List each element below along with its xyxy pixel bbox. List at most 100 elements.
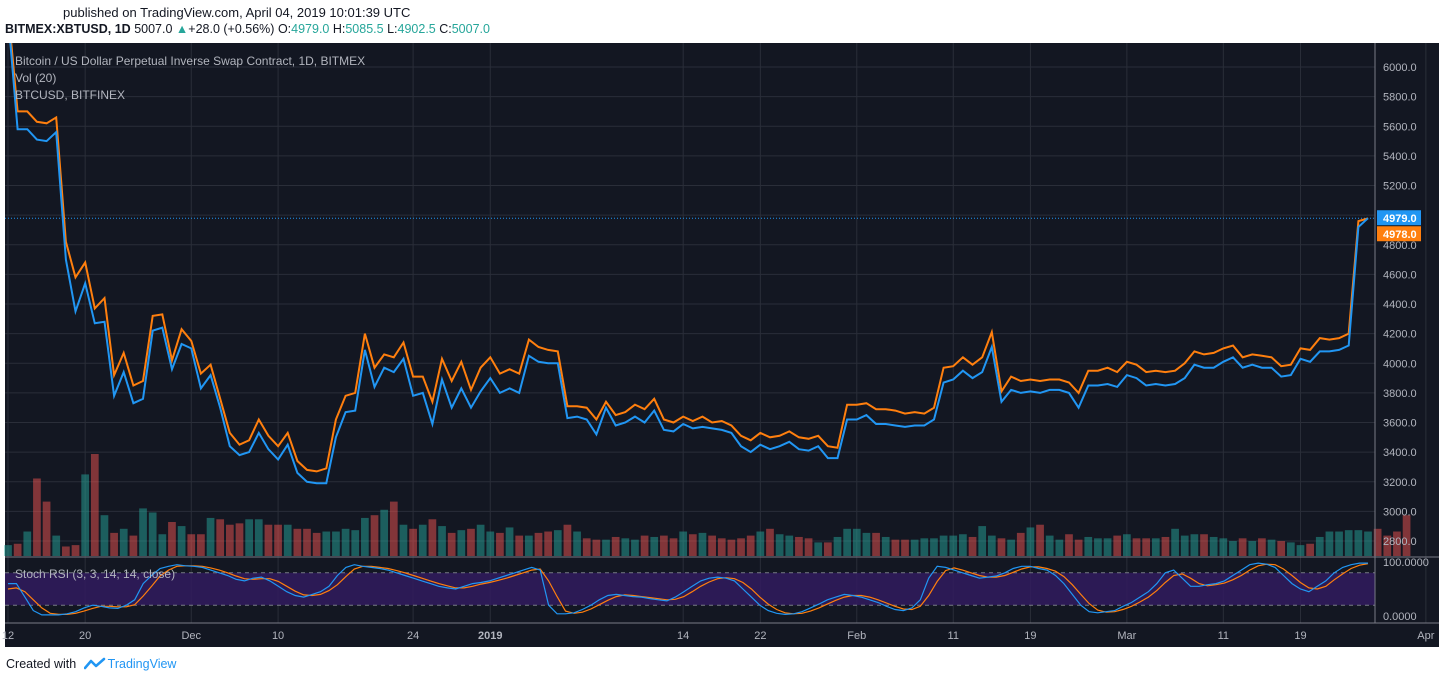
volume-bar [1344, 530, 1353, 556]
volume-bar [582, 538, 591, 556]
volume-bar [1007, 539, 1015, 556]
volume-bar [187, 534, 196, 556]
volume-bar [814, 542, 823, 556]
volume-bar [428, 519, 437, 556]
published-header: published on TradingView.com, April 04, … [63, 5, 411, 20]
volume-bar [978, 526, 987, 556]
volume-bar [949, 535, 958, 556]
volume-bar [717, 538, 726, 556]
price-label: 4978.0 [1383, 229, 1417, 241]
footer-brand[interactable]: TradingView [107, 657, 177, 671]
volume-bar [42, 501, 51, 556]
stoch-y-tick-label: 100.0000 [1383, 557, 1429, 569]
volume-bar [148, 512, 157, 556]
volume-bar [573, 531, 581, 556]
volume-bar [1306, 543, 1314, 556]
volume-bar [1190, 534, 1199, 556]
y-tick-label: 5800.0 [1383, 92, 1417, 104]
volume-bar [1016, 532, 1025, 556]
y-tick-label: 3800.0 [1383, 388, 1417, 400]
y-tick-label: 4800.0 [1383, 240, 1417, 252]
volume-bar [81, 474, 90, 556]
y-tick-label: 5600.0 [1383, 121, 1417, 133]
volume-bar [1084, 536, 1093, 556]
volume-bar [1393, 531, 1401, 556]
volume-bar [129, 535, 138, 556]
close-value: 5007.0 [451, 22, 490, 36]
x-tick-label: 22 [754, 630, 766, 642]
volume-bar [110, 532, 118, 556]
volume-bars [4, 454, 1411, 556]
volume-bar [688, 534, 697, 556]
volume-bar [1238, 538, 1247, 556]
chart-background [5, 43, 1439, 647]
volume-bar [708, 535, 716, 556]
volume-bar [1123, 534, 1131, 556]
x-tick-label: 11 [1218, 630, 1229, 642]
low-label: L: [387, 22, 398, 36]
volume-bar [727, 539, 736, 556]
y-tick-label: 4400.0 [1383, 299, 1417, 311]
volume-bar [447, 532, 456, 556]
volume-bar [534, 532, 543, 556]
volume-bar [611, 536, 620, 556]
volume-bar [52, 535, 61, 556]
volume-bar [824, 542, 832, 556]
volume-bar [216, 519, 225, 556]
volume-bar [486, 531, 495, 556]
volume-bar [1315, 536, 1324, 556]
volume-bar [843, 528, 852, 556]
legend-compare: BTCUSD, BITFINEX [15, 88, 125, 102]
x-tick-label: 20 [79, 630, 91, 642]
volume-bar [235, 523, 244, 556]
volume-bar [602, 539, 610, 556]
volume-bar [930, 538, 938, 556]
volume-bar [1132, 538, 1141, 556]
x-tick-label: Feb [847, 630, 866, 642]
x-tick-label: 19 [1294, 630, 1306, 642]
x-tick-label: 24 [407, 630, 419, 642]
axes: 2800.0 3000.0 3200.0 3400.0 3600.0 3800.0 4000… [2, 43, 1439, 642]
x-tick-label: Mar [1117, 630, 1136, 642]
volume-bar [987, 535, 996, 556]
volume-bar [1354, 530, 1363, 556]
volume-bar [1258, 538, 1266, 556]
volume-bar [553, 530, 562, 556]
volume-bar [283, 524, 292, 556]
volume-bar [312, 532, 321, 556]
volume-bar [1277, 541, 1286, 556]
volume-bar [100, 515, 109, 556]
volume-bar [33, 478, 41, 556]
last-price: 5007.0 [134, 22, 173, 36]
x-tick-label: 12 [2, 630, 14, 642]
volume-bar [1335, 531, 1343, 556]
volume-bar [650, 536, 659, 556]
x-tick-label: 2019 [478, 630, 502, 642]
volume-bar [1142, 538, 1151, 556]
volume-bar [206, 517, 215, 556]
volume-bar [23, 531, 32, 556]
volume-bar [1036, 524, 1044, 556]
open-label: O: [277, 22, 292, 36]
symbol-label[interactable]: BITMEX:XBTUSD, 1D [5, 22, 131, 36]
volume-bar [1094, 538, 1102, 556]
y-tick-label: 5400.0 [1383, 151, 1417, 163]
volume-bar [1161, 536, 1170, 556]
volume-bar [254, 519, 263, 556]
volume-bar [852, 528, 861, 556]
volume-bar [833, 536, 842, 556]
tradingview-logo-icon [83, 657, 105, 670]
volume-bar [592, 539, 601, 556]
volume-bar [303, 528, 311, 556]
volume-bar [457, 530, 466, 556]
volume-bar [409, 528, 417, 556]
volume-bar [804, 538, 813, 556]
volume-bar [225, 524, 234, 556]
volume-bar [939, 535, 948, 556]
volume-bar [910, 539, 919, 556]
volume-bar [1286, 542, 1295, 556]
volume-bar [399, 524, 408, 556]
x-tick-label: 19 [1024, 630, 1036, 642]
y-tick-label: 4600.0 [1383, 269, 1417, 281]
